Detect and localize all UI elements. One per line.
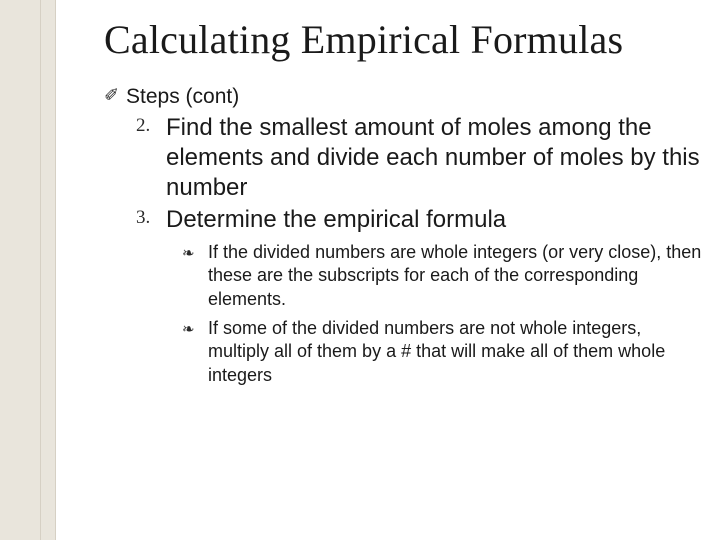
list-number: 3. [136,205,166,235]
list-text: Determine the empirical formula [166,205,506,235]
list-item: 3. Determine the empirical formula [136,205,706,235]
slide-title: Calculating Empirical Formulas [104,18,706,63]
sub-list-item: ❧ If some of the divided numbers are not… [182,317,706,387]
list-number: 2. [136,113,166,203]
bullet-level1: ✐Steps (cont) [104,85,706,109]
slide-content: Calculating Empirical Formulas ✐Steps (c… [56,0,720,540]
sub-list-text: If some of the divided numbers are not w… [208,317,706,387]
fleuron-bullet-icon: ❧ [182,241,208,311]
fleuron-bullet-icon: ❧ [182,317,208,387]
lvl1-text: Steps (cont) [126,85,239,108]
sub-list-text: If the divided numbers are whole integer… [208,241,706,311]
list-item: 2. Find the smallest amount of moles amo… [136,113,706,203]
scribble-bullet-icon: ✐ [104,85,126,107]
list-text: Find the smallest amount of moles among … [166,113,706,203]
sub-list-item: ❧ If the divided numbers are whole integ… [182,241,706,311]
slide-side-strip [0,0,56,540]
